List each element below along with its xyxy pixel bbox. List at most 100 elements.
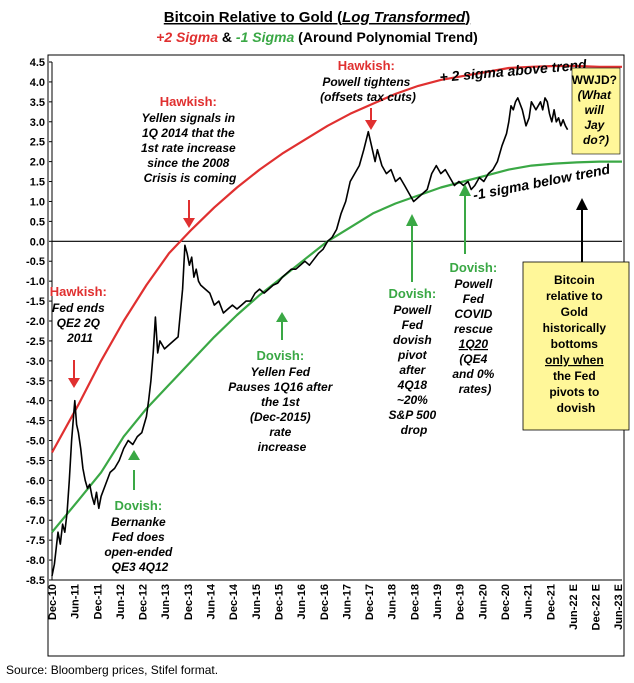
svg-text:Dovish: Bernanke F: Dovish: Bernanke Fed does open-ended QE3… (104, 498, 175, 574)
subtitle-rest: (Around Polynomial Trend) (298, 29, 478, 45)
h2014-l4: since the 2008 (147, 156, 229, 170)
subtitle-plus: +2 Sigma (156, 29, 218, 45)
y-tick-label: 4.0 (30, 77, 45, 89)
y-tick-label: 2.0 (30, 157, 45, 169)
annotation-hawkish-2011: Hawkish: Fed ends QE2 2Q 2011 (50, 284, 107, 388)
y-tick-label: -4.5 (26, 416, 45, 428)
x-tick-labels: Dec-10 Jun-11 Dec-11 Jun-12 Dec-12 Jun-13 Dec-… (47, 583, 625, 630)
h2014-head: Hawkish: (160, 94, 217, 109)
box-arrowhead (576, 198, 588, 210)
minus1-label: -1 sigma below trend (472, 161, 612, 203)
h2014-l5: Crisis is coming (144, 171, 237, 185)
y-tick-label: 0.0 (30, 236, 45, 248)
h2014-l2: 1Q 2014 that the (142, 126, 235, 140)
h2011-l3: 2011 (66, 331, 93, 345)
d2012-l2: Fed does (112, 530, 165, 544)
y-tick-label: 1.5 (30, 177, 45, 189)
y-tick-label: 4.5 (30, 57, 45, 69)
box-l2: Gold (561, 305, 588, 319)
y-tick-label: -7.5 (26, 535, 45, 547)
y-tick-label: 2.5 (30, 137, 45, 149)
x-tick-label: Dec-20 (500, 584, 512, 620)
d2019-l2: Fed (402, 318, 424, 332)
x-tick-label: Jun-20 (477, 584, 489, 619)
h2011-l1: Fed ends (52, 301, 105, 315)
box-l1: relative to (546, 289, 603, 303)
box-l0: Bitcoin (554, 273, 595, 287)
d2019-l3: dovish (393, 333, 432, 347)
d2020-l2: Fed (463, 292, 485, 306)
box-l3: historically (543, 321, 607, 335)
svg-text:Hawkish: Yellen signals: Hawkish: Yellen signals in 1Q 2014 that … (141, 94, 239, 185)
series-minus1-sigma (51, 160, 622, 533)
y-tick-label: -5.5 (26, 455, 45, 467)
d2019-l5: after (399, 363, 426, 377)
x-tick-label: Jun-18 (387, 584, 399, 619)
d2019-head: Dovish: (388, 286, 436, 301)
subtitle-minus: -1 Sigma (236, 29, 295, 45)
h2011-arrowhead (68, 378, 80, 388)
x-tick-label: Jun-17 (341, 584, 353, 619)
d2012-head: Dovish: (114, 498, 162, 513)
y-tick-label: -8.5 (26, 575, 45, 587)
d2012-l3: open-ended (104, 545, 173, 559)
annotation-hawkish-2018: Hawkish: Powell tightens (offsets tax cu… (320, 58, 416, 130)
x-tick-label: Jun-21 (523, 584, 535, 619)
chart-title: Bitcoin Relative to Gold (Log Transforme… (164, 9, 470, 26)
wwjd-l3: Jay (584, 118, 605, 132)
svg-text:Hawkish: Powell tightens: Hawkish: Powell tightens (offsets tax cu… (320, 58, 416, 104)
annotation-dovish-2020: Dovish: Powell Fed COVID rescue 1Q20 (QE… (449, 184, 497, 396)
d2012-l1: Bernanke (111, 515, 166, 529)
x-tick-label: Dec-16 (319, 584, 331, 620)
annotation-minus1: -1 sigma below trend (472, 161, 612, 203)
x-tick-label: Jun-12 (115, 584, 127, 619)
series-plus2-sigma (51, 64, 622, 454)
d2012-arrowhead (128, 450, 140, 460)
y-tick-label: 3.0 (30, 117, 45, 129)
h2018-l1: Powell tightens (322, 75, 410, 89)
x-tick-label: Dec-17 (364, 584, 376, 620)
y-tick-label: -0.5 (26, 256, 45, 268)
h2018-head: Hawkish: (338, 58, 395, 73)
series-group (51, 64, 622, 577)
h2014-arrowhead (183, 218, 195, 228)
x-tick-label: Dec-13 (183, 584, 195, 620)
svg-text:Bitcoin relative to: Bitcoin relative to Gold historically bo… (543, 273, 610, 415)
d2016-l3: the 1st (261, 395, 301, 409)
x-tick-label: Dec-15 (273, 584, 285, 620)
y-tick-label: -1.0 (26, 276, 45, 288)
y-tick-label: 3.5 (30, 97, 45, 109)
subtitle-amp: & (222, 29, 232, 45)
x-tick-label: Jun-13 (160, 584, 172, 619)
x-tick-label: Jun-15 (251, 584, 263, 619)
y-tick-label: -5.0 (26, 436, 45, 448)
x-tick-label: Jun-14 (206, 583, 218, 619)
annotation-hawkish-2014: Hawkish: Yellen signals in 1Q 2014 that … (141, 94, 239, 228)
annotation-dovish-2019: Dovish: Powell Fed dovish pivot after 4Q… (388, 214, 439, 437)
d2020-l8: rates) (459, 382, 492, 396)
svg-text:Dovish: Yellen Fed: Dovish: Yellen Fed Pauses 1Q16 after the… (228, 348, 335, 454)
annotation-dovish-2012: Dovish: Bernanke Fed does open-ended QE3… (104, 450, 175, 574)
y-tick-label: -6.0 (26, 475, 45, 487)
d2019-l1: Powell (393, 303, 432, 317)
wwjd-l2: will (585, 103, 605, 117)
annotation-wwjd: WWJD? (What will Jay do?) (571, 67, 621, 155)
d2016-l6: increase (258, 440, 307, 454)
d2020-l4: rescue (454, 322, 493, 336)
d2016-l5: rate (269, 425, 291, 439)
d2016-l1: Yellen Fed (251, 365, 311, 379)
d2016-l4: (Dec-2015) (250, 410, 311, 424)
x-tick-label: Jun-19 (432, 584, 444, 619)
d2020-l7: and 0% (452, 367, 494, 381)
h2018-l2: (offsets tax cuts) (320, 90, 416, 104)
d2020-arrowhead (459, 184, 471, 196)
title-paren: Log Transformed (342, 9, 466, 26)
h2014-l3: 1st rate increase (141, 141, 236, 155)
box-l6: the Fed (553, 369, 596, 383)
y-tick-labels: 4.5 4.0 3.5 3.0 2.5 2.0 1.5 1.0 0.5 0.0 -0.5 -1.0 -1… (26, 57, 52, 587)
d2016-head: Dovish: (256, 348, 304, 363)
svg-text:Dovish: Powell Fed: Dovish: Powell Fed dovish pivot after 4Q… (388, 286, 439, 437)
x-tick-label: Dec-22 E (591, 584, 603, 630)
wwjd-box (571, 67, 621, 155)
annotation-plus2: + 2 sigma above trend (439, 56, 588, 85)
